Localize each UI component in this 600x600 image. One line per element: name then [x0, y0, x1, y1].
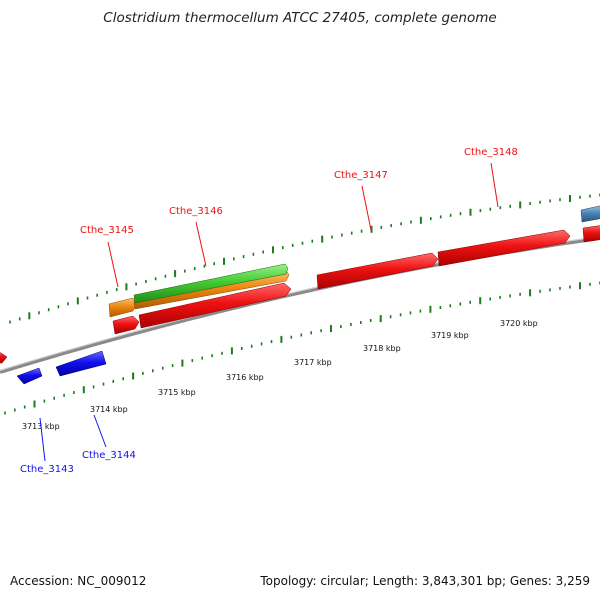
gene-label-cthe-3146[interactable]: Cthe_3146 [169, 206, 223, 217]
rna-feature-arrow[interactable] [133, 263, 289, 304]
gene-label-leader [93, 414, 107, 448]
scale-label: 3717 kbp [294, 358, 332, 367]
scale-label: 3715 kbp [158, 388, 196, 397]
outer-tick-track [9, 193, 600, 324]
forward-gene-arrow[interactable] [0, 351, 8, 364]
reverse-gene-arrow[interactable] [55, 350, 107, 377]
forward-gene-arrow[interactable] [112, 315, 140, 335]
reverse-gene-arrow[interactable] [16, 367, 43, 385]
genome-backbone [0, 236, 600, 374]
forward-gene-arrow[interactable] [437, 229, 571, 267]
gene-label-cthe-3147[interactable]: Cthe_3147 [334, 170, 388, 181]
genome-stats-text: Topology: circular; Length: 3,843,301 bp… [260, 574, 590, 588]
forward-gene-arrow[interactable] [582, 225, 600, 243]
gene-label-leader [195, 221, 207, 267]
gene-label-leader [39, 417, 46, 462]
scale-label: 3714 kbp [90, 405, 128, 414]
scale-label: 3720 kbp [500, 319, 538, 328]
scale-label: 3719 kbp [431, 331, 469, 340]
steelblue-feature-arrow[interactable] [580, 205, 600, 223]
scale-label: 3716 kbp [226, 373, 264, 382]
gene-label-leader [361, 185, 372, 231]
gene-label-cthe-3148[interactable]: Cthe_3148 [464, 147, 518, 158]
scale-label: 3718 kbp [363, 344, 401, 353]
forward-gene-arrow[interactable] [138, 282, 292, 329]
gene-label-leader [107, 241, 119, 288]
gene-label-cthe-3143[interactable]: Cthe_3143 [20, 464, 74, 475]
forward-gene-arrow[interactable] [316, 252, 439, 290]
gene-label-cthe-3144[interactable]: Cthe_3144 [82, 450, 136, 461]
genome-backbone-highlight [0, 236, 600, 371]
accession-text: Accession: NC_009012 [10, 574, 147, 588]
gene-label-cthe-3145[interactable]: Cthe_3145 [80, 225, 134, 236]
cds-feature-arrow[interactable] [108, 297, 137, 318]
inner-tick-track [4, 281, 600, 415]
gene-label-leader [490, 162, 499, 208]
map-title: Clostridium thermocellum ATCC 27405, com… [103, 10, 497, 26]
